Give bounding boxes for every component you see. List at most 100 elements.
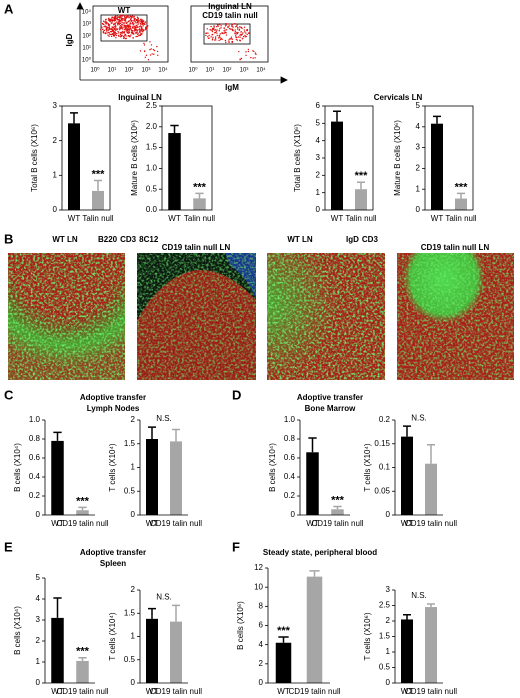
x-tick-label: WT <box>51 687 64 696</box>
event-dot <box>149 54 152 56</box>
event-dot <box>207 32 209 34</box>
micrograph-texture <box>8 253 125 380</box>
axes <box>139 420 188 516</box>
event-dot <box>235 25 238 27</box>
event-dot <box>113 28 115 30</box>
event-dot <box>143 42 145 44</box>
event-dot <box>114 15 117 17</box>
y-tick-label: 2.5 <box>379 601 391 610</box>
event-dot <box>120 14 122 17</box>
chart-title: Inguinal LN <box>118 93 162 102</box>
bar <box>51 440 64 515</box>
event-dot <box>239 40 242 42</box>
event-dot <box>230 36 233 38</box>
axes <box>394 590 443 684</box>
event-dot <box>106 32 108 34</box>
event-dot <box>150 48 152 50</box>
event-dot <box>206 28 208 30</box>
event-dot <box>123 28 126 31</box>
event-dot <box>115 37 117 39</box>
error-bar <box>403 614 411 620</box>
y-tick-label: 1 <box>316 188 321 197</box>
event-dot <box>126 25 128 27</box>
event-dot <box>132 21 134 24</box>
event-dot <box>120 27 122 30</box>
event-dot <box>224 31 226 33</box>
error-bar <box>278 636 289 643</box>
bar <box>168 133 181 210</box>
event-dot <box>225 24 227 26</box>
event-dot <box>143 23 146 25</box>
error-bar <box>78 657 87 661</box>
y-tick-label: 1.5 <box>124 608 136 617</box>
y-tick-label: 2 <box>131 585 136 594</box>
event-dot <box>114 24 117 26</box>
event-dot <box>220 37 222 40</box>
event-dot <box>112 19 114 22</box>
event-dot <box>106 22 108 24</box>
event-dot <box>121 25 123 27</box>
panel-letter: D <box>232 387 241 402</box>
event-dot <box>216 34 218 37</box>
event-dot <box>244 31 246 33</box>
event-dot <box>225 23 227 25</box>
flow-y-tick-label: 10² <box>82 34 91 40</box>
event-dot <box>118 17 121 19</box>
bar <box>146 618 158 683</box>
event-dot <box>116 22 119 25</box>
y-tick-label: 0.0 <box>146 205 158 214</box>
flow-y-tick-label: 10⁴ <box>82 9 92 16</box>
event-dot <box>113 33 115 35</box>
event-dot <box>139 25 142 27</box>
y-tick-label: 4 <box>259 640 264 649</box>
event-dot <box>134 26 136 29</box>
y-tick-label: 0 <box>416 205 421 214</box>
event-dot <box>123 15 126 18</box>
flow-x-tick-label: 10⁴ <box>158 67 168 74</box>
bar <box>431 123 443 210</box>
event-dot <box>127 15 129 17</box>
flow-x-tick-label: 10³ <box>240 68 249 74</box>
event-dot <box>254 52 257 54</box>
event-dot <box>132 16 134 18</box>
bar <box>425 607 437 683</box>
event-dot <box>214 31 217 34</box>
event-dot <box>108 28 110 31</box>
event-dot <box>112 26 115 29</box>
event-dot <box>237 26 239 29</box>
event-dot <box>219 28 221 30</box>
event-dot <box>119 33 122 36</box>
event-dot <box>108 32 110 34</box>
event-dot <box>122 30 124 33</box>
event-dot <box>238 50 240 53</box>
event-dot <box>142 29 145 32</box>
event-dot <box>242 32 244 34</box>
significance-label: *** <box>331 494 345 506</box>
event-dot <box>114 31 116 33</box>
event-dot <box>214 36 217 38</box>
event-dot <box>243 29 246 31</box>
event-dot <box>229 38 231 40</box>
event-dot <box>114 26 117 28</box>
event-dot <box>142 23 144 26</box>
event-dot <box>239 58 241 60</box>
event-dot <box>220 25 222 27</box>
x-tick-label: WT <box>401 687 414 696</box>
event-dot <box>117 30 119 33</box>
bar <box>331 121 343 210</box>
event-dot <box>133 15 135 18</box>
micrograph-texture <box>267 253 385 380</box>
y-tick-label: 8 <box>259 601 264 610</box>
event-dot <box>139 34 141 36</box>
event-dot <box>135 35 137 38</box>
y-tick-label: 1 <box>36 657 41 666</box>
event-dot <box>229 28 232 30</box>
event-dot <box>231 40 234 43</box>
y-tick-label: 1.5 <box>124 439 136 448</box>
event-dot <box>207 36 209 38</box>
event-dot <box>241 33 243 36</box>
event-dot <box>110 22 112 24</box>
event-dot <box>140 26 142 28</box>
flow-plot-frame <box>92 5 169 63</box>
